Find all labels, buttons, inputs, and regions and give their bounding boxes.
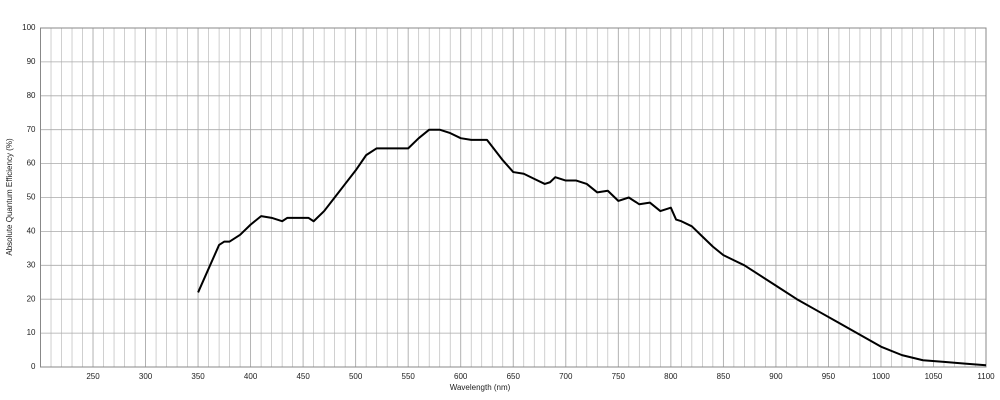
x-tick-label: 350: [191, 372, 205, 381]
y-tick-label: 20: [27, 294, 36, 303]
x-tick-label: 250: [86, 372, 100, 381]
x-tick-label: 400: [244, 372, 258, 381]
x-tick-label: 950: [822, 372, 836, 381]
x-tick-label: 900: [769, 372, 783, 381]
data-line: [197, 128, 987, 367]
y-tick-label: 100: [22, 23, 36, 32]
x-tick-label: 1000: [872, 372, 890, 381]
x-tick-label: 650: [507, 372, 521, 381]
y-tick-label: 80: [27, 91, 36, 100]
y-tick-label: 0: [31, 362, 36, 371]
y-tick-label: 30: [27, 260, 36, 269]
x-tick-label: 700: [559, 372, 573, 381]
x-tick-label: 800: [664, 372, 678, 381]
x-tick-label: 300: [139, 372, 153, 381]
y-axis-title: Absolute Quantum Efficiency (%): [5, 138, 14, 256]
x-tick-label: 1050: [925, 372, 943, 381]
x-tick-label: 450: [296, 372, 310, 381]
x-tick-label: 550: [402, 372, 416, 381]
x-tick-label: 600: [454, 372, 468, 381]
y-tick-label: 60: [27, 159, 36, 168]
y-tick-label: 70: [27, 125, 36, 134]
x-tick-label: 1100: [977, 372, 995, 381]
plot-frame: [40, 27, 987, 368]
y-tick-label: 50: [27, 193, 36, 202]
y-tick-label: 90: [27, 57, 36, 66]
x-axis-title: Wavelength (nm): [450, 383, 511, 392]
y-tick-label: 10: [27, 328, 36, 337]
x-tick-label: 850: [717, 372, 731, 381]
y-tick-label: 40: [27, 227, 36, 236]
x-tick-label: 750: [612, 372, 626, 381]
x-tick-label: 500: [349, 372, 363, 381]
